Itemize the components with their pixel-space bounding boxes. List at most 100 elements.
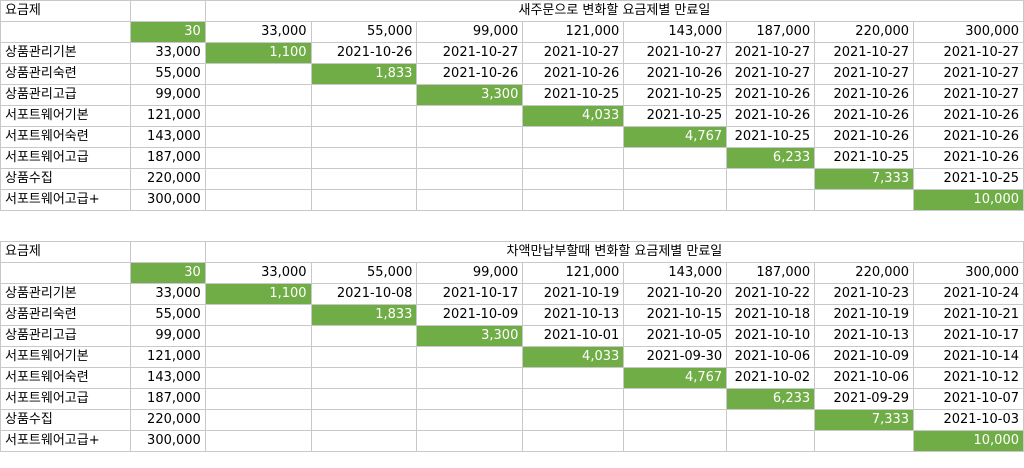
plan-price-cell[interactable]: 187,000 (129, 388, 206, 410)
plan-name-cell[interactable]: 서포트웨어고급 (0, 147, 131, 169)
header-label-cell[interactable]: 요금제 (0, 0, 131, 22)
empty-cell[interactable] (0, 262, 131, 284)
expiry-date-cell[interactable] (204, 168, 312, 190)
plan-name-cell[interactable]: 상품관리고급 (0, 325, 131, 347)
column-price-cell[interactable]: 55,000 (310, 21, 418, 43)
expiry-date-cell[interactable]: 2021-10-27 (522, 42, 625, 64)
daily-rate-cell[interactable]: 10,000 (913, 189, 1024, 211)
expiry-date-cell[interactable] (522, 168, 625, 190)
column-price-cell[interactable]: 220,000 (814, 21, 915, 43)
plan-name-cell[interactable]: 상품관리기본 (0, 42, 131, 64)
plan-price-cell[interactable]: 55,000 (129, 304, 206, 326)
expiry-date-cell[interactable]: 2021-10-26 (814, 126, 915, 148)
expiry-date-cell[interactable]: 2021-10-27 (814, 42, 915, 64)
expiry-date-cell[interactable] (416, 409, 524, 431)
plan-price-cell[interactable]: 187,000 (129, 147, 206, 169)
plan-price-cell[interactable]: 99,000 (129, 325, 206, 347)
daily-rate-cell[interactable]: 1,833 (310, 304, 418, 326)
plan-price-cell[interactable]: 33,000 (129, 283, 206, 305)
expiry-date-cell[interactable] (814, 430, 915, 452)
daily-rate-cell[interactable]: 1,833 (310, 63, 418, 85)
expiry-date-cell[interactable]: 2021-10-27 (913, 84, 1024, 106)
expiry-date-cell[interactable] (726, 189, 816, 211)
expiry-date-cell[interactable]: 2021-10-25 (913, 168, 1024, 190)
column-price-cell[interactable]: 121,000 (522, 262, 625, 284)
expiry-date-cell[interactable] (522, 147, 625, 169)
plan-name-cell[interactable]: 상품수집 (0, 409, 131, 431)
expiry-date-cell[interactable]: 2021-10-17 (913, 325, 1024, 347)
expiry-date-cell[interactable]: 2021-10-27 (913, 42, 1024, 64)
expiry-date-cell[interactable] (522, 367, 625, 389)
days-cell[interactable]: 30 (129, 262, 206, 284)
expiry-date-cell[interactable]: 2021-10-22 (726, 283, 816, 305)
expiry-date-cell[interactable] (623, 388, 728, 410)
expiry-date-cell[interactable]: 2021-10-21 (913, 304, 1024, 326)
expiry-date-cell[interactable] (204, 126, 312, 148)
plan-name-cell[interactable]: 서포트웨어고급+ (0, 430, 131, 452)
expiry-date-cell[interactable] (623, 409, 728, 431)
plan-price-cell[interactable]: 55,000 (129, 63, 206, 85)
expiry-date-cell[interactable]: 2021-10-14 (913, 346, 1024, 368)
expiry-date-cell[interactable]: 2021-10-26 (522, 63, 625, 85)
expiry-date-cell[interactable] (416, 126, 524, 148)
expiry-date-cell[interactable] (623, 189, 728, 211)
empty-cell[interactable] (129, 241, 206, 263)
plan-price-cell[interactable]: 99,000 (129, 84, 206, 106)
daily-rate-cell[interactable]: 1,100 (204, 283, 312, 305)
plan-name-cell[interactable]: 상품수집 (0, 168, 131, 190)
expiry-date-cell[interactable] (310, 105, 418, 127)
plan-price-cell[interactable]: 300,000 (129, 189, 206, 211)
expiry-date-cell[interactable]: 2021-10-13 (522, 304, 625, 326)
expiry-date-cell[interactable] (310, 388, 418, 410)
expiry-date-cell[interactable] (726, 409, 816, 431)
column-price-cell[interactable]: 99,000 (416, 21, 524, 43)
plan-name-cell[interactable]: 상품관리기본 (0, 283, 131, 305)
expiry-date-cell[interactable]: 2021-10-27 (416, 42, 524, 64)
expiry-date-cell[interactable]: 2021-10-12 (913, 367, 1024, 389)
daily-rate-cell[interactable]: 7,333 (814, 409, 915, 431)
expiry-date-cell[interactable] (310, 346, 418, 368)
expiry-date-cell[interactable] (204, 105, 312, 127)
expiry-date-cell[interactable]: 2021-10-27 (726, 42, 816, 64)
expiry-date-cell[interactable]: 2021-09-29 (814, 388, 915, 410)
expiry-date-cell[interactable]: 2021-10-26 (310, 42, 418, 64)
expiry-date-cell[interactable] (310, 126, 418, 148)
column-price-cell[interactable]: 143,000 (623, 262, 728, 284)
expiry-date-cell[interactable]: 2021-10-06 (726, 346, 816, 368)
daily-rate-cell[interactable]: 7,333 (814, 168, 915, 190)
daily-rate-cell[interactable]: 4,033 (522, 346, 625, 368)
expiry-date-cell[interactable]: 2021-10-19 (522, 283, 625, 305)
column-price-cell[interactable]: 220,000 (814, 262, 915, 284)
daily-rate-cell[interactable]: 10,000 (913, 430, 1024, 452)
table-title-cell[interactable]: 새주문으로 변화할 요금제별 만료일 (204, 0, 1024, 22)
expiry-date-cell[interactable] (310, 409, 418, 431)
expiry-date-cell[interactable] (204, 430, 312, 452)
column-price-cell[interactable]: 99,000 (416, 262, 524, 284)
expiry-date-cell[interactable]: 2021-10-06 (814, 367, 915, 389)
expiry-date-cell[interactable] (204, 367, 312, 389)
expiry-date-cell[interactable]: 2021-10-17 (416, 283, 524, 305)
expiry-date-cell[interactable]: 2021-10-26 (416, 63, 524, 85)
expiry-date-cell[interactable]: 2021-10-03 (913, 409, 1024, 431)
empty-cell[interactable] (129, 0, 206, 22)
column-price-cell[interactable]: 187,000 (726, 21, 816, 43)
column-price-cell[interactable]: 143,000 (623, 21, 728, 43)
expiry-date-cell[interactable]: 2021-10-27 (623, 42, 728, 64)
days-cell[interactable]: 30 (129, 21, 206, 43)
expiry-date-cell[interactable] (726, 430, 816, 452)
daily-rate-cell[interactable]: 4,767 (623, 126, 728, 148)
daily-rate-cell[interactable]: 6,233 (726, 147, 816, 169)
expiry-date-cell[interactable] (522, 430, 625, 452)
column-price-cell[interactable]: 33,000 (204, 21, 312, 43)
plan-name-cell[interactable]: 서포트웨어고급 (0, 388, 131, 410)
expiry-date-cell[interactable]: 2021-10-27 (814, 63, 915, 85)
daily-rate-cell[interactable]: 1,100 (204, 42, 312, 64)
expiry-date-cell[interactable]: 2021-10-26 (913, 147, 1024, 169)
column-price-cell[interactable]: 33,000 (204, 262, 312, 284)
expiry-date-cell[interactable] (522, 126, 625, 148)
column-price-cell[interactable]: 55,000 (310, 262, 418, 284)
plan-name-cell[interactable]: 서포트웨어기본 (0, 105, 131, 127)
expiry-date-cell[interactable] (310, 147, 418, 169)
expiry-date-cell[interactable] (416, 388, 524, 410)
expiry-date-cell[interactable] (416, 346, 524, 368)
